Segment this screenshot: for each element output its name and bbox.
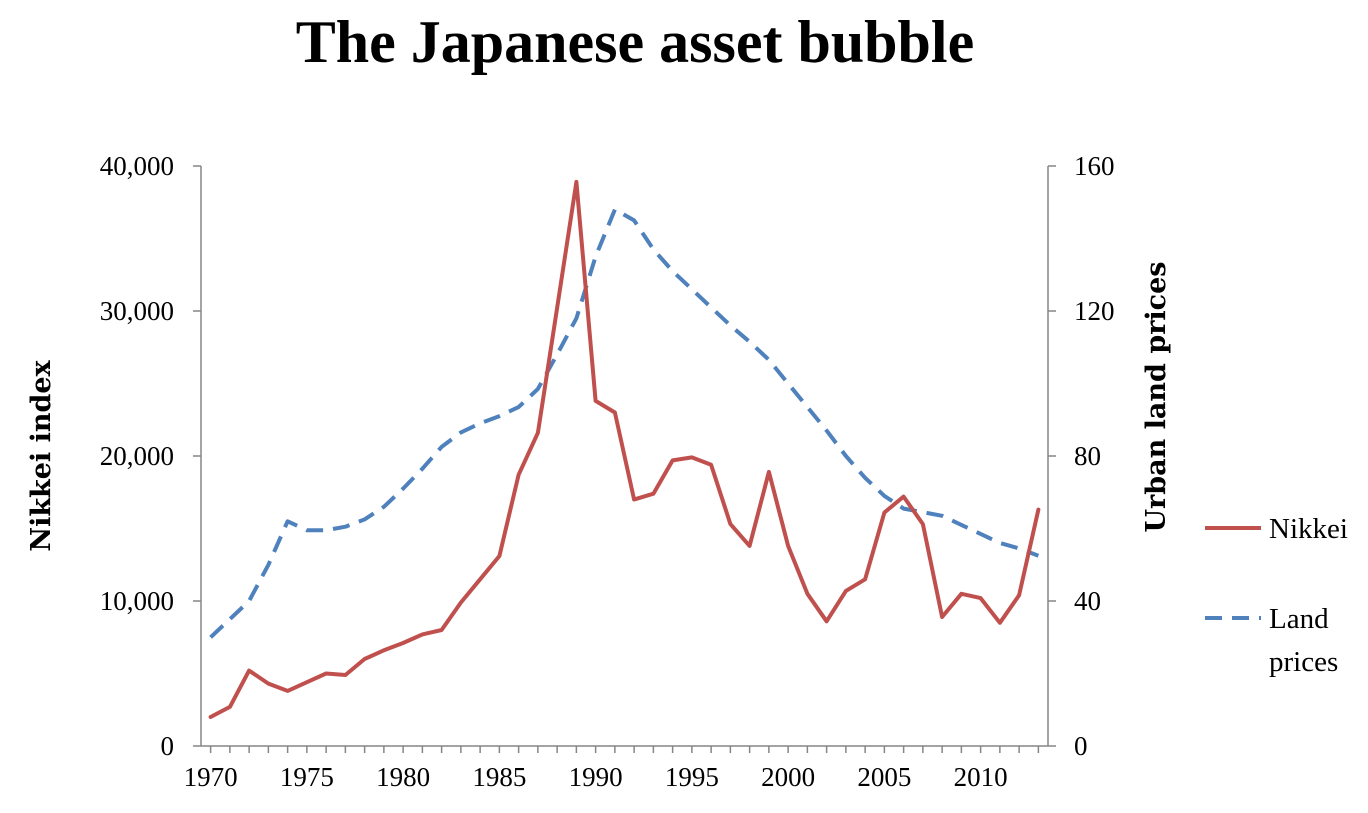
x-tick-label: 2005 <box>857 762 911 792</box>
x-tick-label: 2000 <box>761 762 815 792</box>
x-tick-label: 1970 <box>184 762 238 792</box>
y2-tick-label: 40 <box>1074 586 1101 616</box>
legend-label: Nikkei <box>1269 513 1348 545</box>
x-tick-label: 1995 <box>665 762 719 792</box>
legend-label: Land <box>1269 603 1329 635</box>
series-line-land-prices <box>209 207 1040 639</box>
y2-tick-label: 120 <box>1074 296 1115 326</box>
y2-tick-label: 80 <box>1074 441 1101 471</box>
x-tick-label: 1975 <box>280 762 334 792</box>
chart-title: The Japanese asset bubble <box>295 9 975 75</box>
y2-tick-label: 0 <box>1074 731 1088 761</box>
legend-label: prices <box>1269 646 1338 678</box>
x-tick-label: 2010 <box>954 762 1008 792</box>
y-tick-label: 30,000 <box>100 296 174 326</box>
legend: Nikkei Land prices <box>1205 513 1348 678</box>
y-tick-label: 0 <box>161 731 175 761</box>
y-tick-label: 10,000 <box>100 586 174 616</box>
series-line-nikkei <box>208 179 1041 719</box>
y2-tick-label: 160 <box>1074 151 1115 181</box>
x-tick-label: 1985 <box>472 762 526 792</box>
y2-axis-title: Urban land prices <box>1141 261 1172 532</box>
y-tick-label: 40,000 <box>100 151 174 181</box>
series-group <box>208 179 1041 719</box>
x-tick-label: 1990 <box>569 762 623 792</box>
y-axis-title: Nikkei index <box>26 359 57 551</box>
axes-group: 1970 1975 1980 1985 1990 1995 2000 2005 2010 0 10,… <box>26 151 1172 792</box>
x-tick-label: 1980 <box>376 762 430 792</box>
y-tick-label: 20,000 <box>100 441 174 471</box>
